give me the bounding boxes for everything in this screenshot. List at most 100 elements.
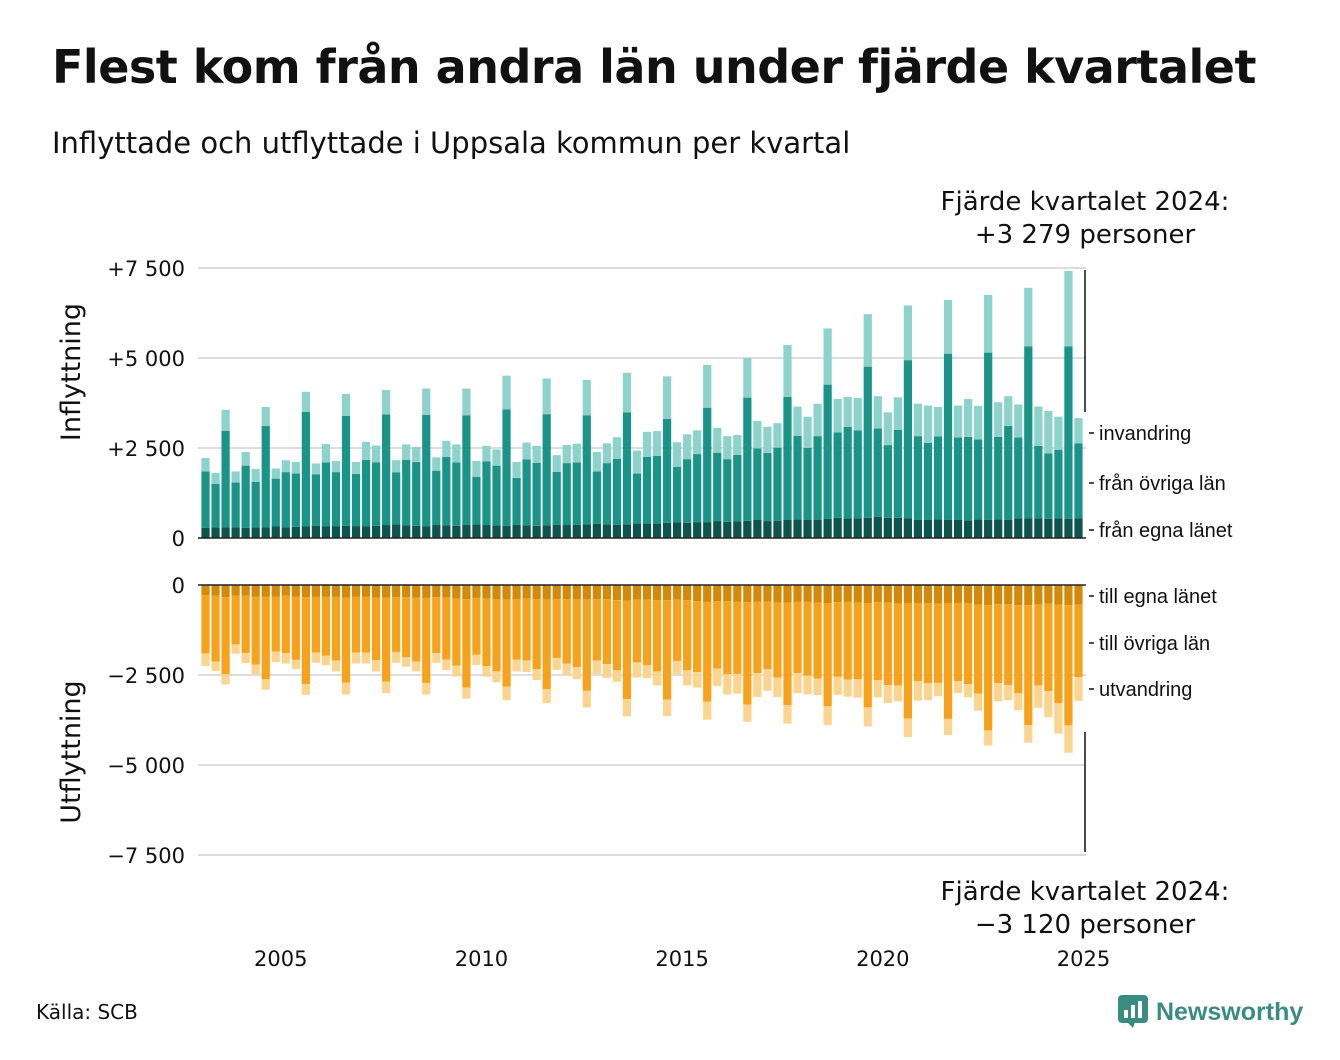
bar-invandring xyxy=(532,445,541,463)
bar-fran-ovriga-lan xyxy=(532,462,541,526)
bar-invandring xyxy=(1024,287,1033,347)
bar-fran-ovriga-lan xyxy=(883,445,892,518)
bar-utvandring xyxy=(863,707,872,727)
bar-till-ovriga-lan xyxy=(642,599,652,666)
bar-till-ovriga-lan xyxy=(662,600,672,700)
bar-fran-egna-lanet xyxy=(984,519,993,538)
bar-fran-ovriga-lan xyxy=(261,426,270,528)
bar-invandring xyxy=(522,442,531,460)
bar-invandring xyxy=(923,405,933,443)
bar-utvandring xyxy=(632,662,642,678)
bar-fran-egna-lanet xyxy=(933,519,943,538)
bar-till-ovriga-lan xyxy=(452,598,461,666)
bar-fran-ovriga-lan xyxy=(291,473,300,527)
bar-till-egna-lanet xyxy=(903,585,913,604)
bar-fran-egna-lanet xyxy=(602,524,611,538)
bar-till-egna-lanet xyxy=(632,585,642,600)
bar-fran-ovriga-lan xyxy=(863,366,872,518)
bar-invandring xyxy=(612,437,622,459)
bar-till-egna-lanet xyxy=(723,585,732,602)
bar-till-egna-lanet xyxy=(211,585,220,596)
bar-fran-ovriga-lan xyxy=(201,471,210,528)
bar-fran-ovriga-lan xyxy=(522,459,531,526)
bar-till-egna-lanet xyxy=(422,585,431,598)
bar-till-egna-lanet xyxy=(592,585,601,600)
bar-invandring xyxy=(883,412,892,446)
bar-utvandring xyxy=(783,705,792,724)
bar-till-ovriga-lan xyxy=(271,596,280,652)
bar-invandring xyxy=(803,416,812,448)
bar-till-ovriga-lan xyxy=(572,599,581,668)
bar-invandring xyxy=(843,396,852,427)
bar-utvandring xyxy=(823,706,832,726)
bar-till-egna-lanet xyxy=(361,585,371,597)
bar-till-ovriga-lan xyxy=(361,596,371,653)
bar-till-ovriga-lan xyxy=(853,602,862,680)
bar-invandring xyxy=(321,444,331,463)
bar-fran-egna-lanet xyxy=(442,525,451,538)
bar-till-ovriga-lan xyxy=(994,604,1003,684)
bar-fran-egna-lanet xyxy=(773,520,782,538)
bar-utvandring xyxy=(642,665,652,679)
bar-fran-egna-lanet xyxy=(542,525,551,538)
x-tick-label: 2020 xyxy=(856,947,909,971)
bar-till-egna-lanet xyxy=(341,585,351,598)
bar-till-ovriga-lan xyxy=(953,603,963,682)
x-tick-label: 2025 xyxy=(1057,947,1110,971)
bar-fran-egna-lanet xyxy=(432,525,441,538)
bar-invandring xyxy=(291,462,300,474)
bar-fran-egna-lanet xyxy=(903,518,913,538)
bar-invandring xyxy=(602,443,611,464)
bar-fran-egna-lanet xyxy=(994,519,1003,538)
bar-till-egna-lanet xyxy=(843,585,852,602)
bar-invandring xyxy=(482,445,491,462)
bar-fran-egna-lanet xyxy=(622,524,632,538)
bar-fran-ovriga-lan xyxy=(693,454,702,523)
bar-fran-egna-lanet xyxy=(743,520,752,538)
bar-invandring xyxy=(1074,418,1083,444)
bar-fran-egna-lanet xyxy=(251,527,260,538)
bar-utvandring xyxy=(261,679,270,690)
bar-invandring xyxy=(662,376,672,419)
bar-till-egna-lanet xyxy=(472,585,481,598)
bar-utvandring xyxy=(1054,703,1063,734)
bar-till-ovriga-lan xyxy=(803,601,812,676)
bar-utvandring xyxy=(1044,691,1053,718)
bar-fran-egna-lanet xyxy=(652,523,662,538)
bar-till-ovriga-lan xyxy=(1064,605,1073,726)
bar-till-egna-lanet xyxy=(532,585,541,600)
bar-fran-egna-lanet xyxy=(683,522,692,538)
bar-fran-ovriga-lan xyxy=(622,412,632,525)
bar-utvandring xyxy=(412,661,421,672)
bar-invandring xyxy=(733,435,742,455)
bar-fran-ovriga-lan xyxy=(412,462,421,526)
bar-till-egna-lanet xyxy=(813,585,822,603)
bar-fran-ovriga-lan xyxy=(632,473,642,524)
bar-utvandring xyxy=(341,682,351,695)
annotation-top-line1: Fjärde kvartalet 2024: xyxy=(940,187,1230,217)
bar-utvandring xyxy=(984,730,993,746)
bar-utvandring xyxy=(773,677,782,697)
bar-utvandring xyxy=(1014,693,1023,711)
bar-invandring xyxy=(211,472,220,484)
bar-fran-egna-lanet xyxy=(853,518,862,538)
bar-invandring xyxy=(933,406,943,437)
bar-invandring xyxy=(793,406,802,436)
bar-fran-egna-lanet xyxy=(572,524,581,538)
bar-invandring xyxy=(432,457,441,471)
bar-fran-ovriga-lan xyxy=(963,436,973,521)
bar-till-egna-lanet xyxy=(913,585,923,603)
bar-fran-egna-lanet xyxy=(492,525,501,538)
bar-utvandring xyxy=(903,718,913,737)
bar-till-ovriga-lan xyxy=(382,597,391,682)
bar-invandring xyxy=(953,405,963,438)
bar-till-ovriga-lan xyxy=(783,602,792,706)
bar-invandring xyxy=(913,403,923,437)
bar-till-ovriga-lan xyxy=(221,597,230,675)
bar-invandring xyxy=(642,431,652,457)
legend-label: till övriga län xyxy=(1099,633,1210,655)
bar-till-egna-lanet xyxy=(783,585,792,603)
bar-fran-ovriga-lan xyxy=(351,473,361,527)
bar-utvandring xyxy=(1064,725,1073,753)
bar-till-egna-lanet xyxy=(241,585,250,596)
